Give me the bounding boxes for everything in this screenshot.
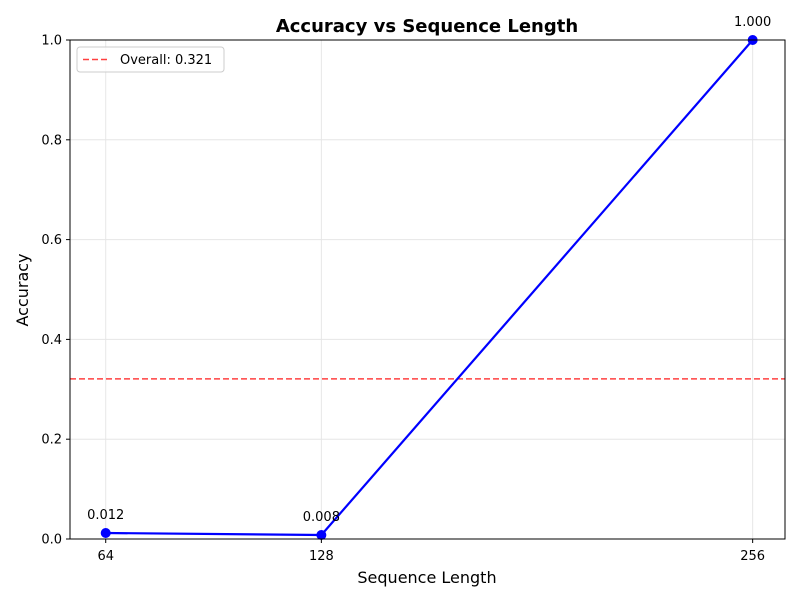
legend-box: [76, 46, 225, 73]
data-point: [316, 530, 327, 541]
x-tick-label: 256: [740, 549, 765, 564]
data-label: 1.000: [734, 15, 771, 30]
y-axis-label: Accuracy: [13, 253, 32, 326]
y-tick-label: 0.4: [41, 333, 62, 348]
x-tick-label: 64: [97, 549, 114, 564]
series-group: 0.012 0.008 1.000: [87, 15, 771, 541]
data-label: 0.008: [303, 510, 340, 525]
y-tick-label: 0.2: [41, 433, 62, 448]
chart-title: Accuracy vs Sequence Length: [276, 16, 578, 37]
y-tick-label: 1.0: [41, 34, 62, 49]
x-axis-label: Sequence Length: [357, 568, 496, 587]
grid: [70, 39, 785, 540]
legend-label: Overall: 0.321: [120, 53, 212, 68]
ticks: 64 128 256 0.0 0.2 0.4 0.6 0.8 1.0: [41, 34, 765, 565]
y-tick-label: 0.0: [41, 533, 62, 548]
y-tick-label: 0.8: [41, 133, 62, 148]
data-point: [100, 528, 111, 539]
accuracy-line: [105, 39, 754, 537]
data-label: 0.012: [87, 508, 124, 523]
x-tick-label: 128: [309, 549, 334, 564]
y-tick-label: 0.6: [41, 233, 62, 248]
legend: Overall: 0.321: [76, 46, 225, 73]
plot-frame: [69, 39, 786, 540]
